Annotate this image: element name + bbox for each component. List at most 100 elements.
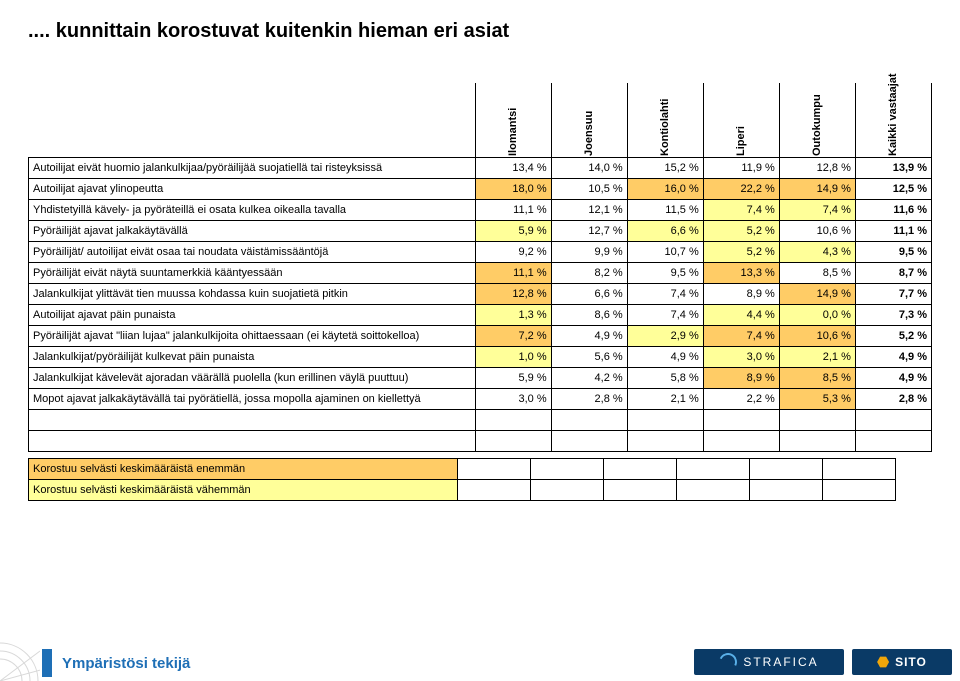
- brand-stripe: [42, 649, 52, 677]
- row-label: Autoilijat ajavat ylinopeutta: [29, 179, 476, 200]
- sito-hex-icon: [877, 656, 889, 668]
- spacer-row: [29, 410, 932, 431]
- legend-table: Korostuu selvästi keskimääräistä enemmän…: [28, 458, 896, 501]
- col-ilomantsi: Ilomantsi: [475, 83, 551, 158]
- table-row: Pyöräilijät/ autoilijat eivät osaa tai n…: [29, 242, 932, 263]
- strafica-text: STRAFICA: [743, 655, 818, 669]
- cell-value: 7,4 %: [627, 284, 703, 305]
- cell-value: 13,3 %: [703, 263, 779, 284]
- row-label: Mopot ajavat jalkakäytävällä tai pyöräti…: [29, 389, 476, 410]
- cell-value: 5,2 %: [855, 326, 931, 347]
- footer-tagline: Ympäristösi tekijä: [62, 655, 190, 672]
- cell-value: 12,8 %: [779, 158, 855, 179]
- cell-value: 9,2 %: [475, 242, 551, 263]
- row-label: Yhdistetyillä kävely- ja pyöräteillä ei …: [29, 200, 476, 221]
- cell-value: 7,4 %: [703, 326, 779, 347]
- cell-value: 4,9 %: [855, 368, 931, 389]
- col-outokumpu: Outokumpu: [779, 83, 855, 158]
- cell-value: 14,0 %: [551, 158, 627, 179]
- cell-value: 4,3 %: [779, 242, 855, 263]
- cell-value: 14,9 %: [779, 284, 855, 305]
- cell-value: 8,9 %: [703, 284, 779, 305]
- cell-value: 9,5 %: [627, 263, 703, 284]
- cell-value: 5,6 %: [551, 347, 627, 368]
- cell-value: 12,5 %: [855, 179, 931, 200]
- table-row: Mopot ajavat jalkakäytävällä tai pyöräti…: [29, 389, 932, 410]
- cell-value: 8,2 %: [551, 263, 627, 284]
- cell-value: 10,6 %: [779, 326, 855, 347]
- cell-value: 12,1 %: [551, 200, 627, 221]
- cell-value: 8,6 %: [551, 305, 627, 326]
- cell-value: 5,9 %: [475, 368, 551, 389]
- cell-value: 2,8 %: [855, 389, 931, 410]
- cell-value: 3,0 %: [475, 389, 551, 410]
- cell-value: 4,2 %: [551, 368, 627, 389]
- cell-value: 7,4 %: [779, 200, 855, 221]
- cell-value: 15,2 %: [627, 158, 703, 179]
- globe-icon: [0, 641, 40, 681]
- cell-value: 11,5 %: [627, 200, 703, 221]
- row-label: Autoilijat ajavat päin punaista: [29, 305, 476, 326]
- row-label: Pyöräilijät/ autoilijat eivät osaa tai n…: [29, 242, 476, 263]
- cell-value: 0,0 %: [779, 305, 855, 326]
- cell-value: 5,2 %: [703, 221, 779, 242]
- footer-bar: Ympäristösi tekijä STRAFICA SITO: [0, 641, 960, 681]
- cell-value: 12,7 %: [551, 221, 627, 242]
- cell-value: 7,2 %: [475, 326, 551, 347]
- cell-value: 9,9 %: [551, 242, 627, 263]
- cell-value: 8,5 %: [779, 263, 855, 284]
- cell-value: 3,0 %: [703, 347, 779, 368]
- legend-less-row: Korostuu selvästi keskimääräistä vähemmä…: [29, 480, 896, 501]
- cell-value: 8,9 %: [703, 368, 779, 389]
- header-row: Ilomantsi Joensuu Kontiolahti Liperi Out…: [29, 83, 932, 158]
- cell-value: 9,5 %: [855, 242, 931, 263]
- table-row: Jalankulkijat ylittävät tien muussa kohd…: [29, 284, 932, 305]
- cell-value: 11,1 %: [475, 200, 551, 221]
- cell-value: 6,6 %: [627, 221, 703, 242]
- cell-value: 4,9 %: [627, 347, 703, 368]
- row-label: Autoilijat eivät huomio jalankulkijaa/py…: [29, 158, 476, 179]
- spacer-row: [29, 431, 932, 452]
- legend-more-label: Korostuu selvästi keskimääräistä enemmän: [29, 459, 458, 480]
- cell-value: 4,9 %: [855, 347, 931, 368]
- data-table: Ilomantsi Joensuu Kontiolahti Liperi Out…: [28, 83, 932, 452]
- cell-value: 11,1 %: [855, 221, 931, 242]
- row-label: Jalankulkijat/pyöräilijät kulkevat päin …: [29, 347, 476, 368]
- table-row: Pyöräilijät ajavat "liian lujaa" jalanku…: [29, 326, 932, 347]
- cell-value: 2,1 %: [627, 389, 703, 410]
- cell-value: 2,2 %: [703, 389, 779, 410]
- row-label: Jalankulkijat ylittävät tien muussa kohd…: [29, 284, 476, 305]
- cell-value: 6,6 %: [551, 284, 627, 305]
- table-row: Jalankulkijat kävelevät ajoradan vääräll…: [29, 368, 932, 389]
- table-row: Autoilijat ajavat ylinopeutta18,0 %10,5 …: [29, 179, 932, 200]
- col-kontiolahti: Kontiolahti: [627, 83, 703, 158]
- cell-value: 2,1 %: [779, 347, 855, 368]
- logo-sito: SITO: [852, 649, 952, 675]
- table-row: Yhdistetyillä kävely- ja pyöräteillä ei …: [29, 200, 932, 221]
- table-row: Jalankulkijat/pyöräilijät kulkevat päin …: [29, 347, 932, 368]
- table-row: Pyöräilijät eivät näytä suuntamerkkiä kä…: [29, 263, 932, 284]
- cell-value: 11,1 %: [475, 263, 551, 284]
- cell-value: 7,7 %: [855, 284, 931, 305]
- table-row: Autoilijat ajavat päin punaista1,3 %8,6 …: [29, 305, 932, 326]
- table-row: Pyöräilijät ajavat jalkakäytävällä5,9 %1…: [29, 221, 932, 242]
- cell-value: 4,4 %: [703, 305, 779, 326]
- cell-value: 7,3 %: [855, 305, 931, 326]
- cell-value: 8,5 %: [779, 368, 855, 389]
- logo-strafica: STRAFICA: [694, 649, 844, 675]
- cell-value: 10,7 %: [627, 242, 703, 263]
- legend-more-row: Korostuu selvästi keskimääräistä enemmän: [29, 459, 896, 480]
- cell-value: 7,4 %: [703, 200, 779, 221]
- cell-value: 1,3 %: [475, 305, 551, 326]
- row-label: Pyöräilijät ajavat jalkakäytävällä: [29, 221, 476, 242]
- cell-value: 10,5 %: [551, 179, 627, 200]
- cell-value: 14,9 %: [779, 179, 855, 200]
- header-empty: [29, 83, 476, 158]
- cell-value: 18,0 %: [475, 179, 551, 200]
- cell-value: 11,9 %: [703, 158, 779, 179]
- col-liperi: Liperi: [703, 83, 779, 158]
- cell-value: 13,9 %: [855, 158, 931, 179]
- strafica-ring-icon: [717, 650, 740, 673]
- row-label: Pyöräilijät ajavat "liian lujaa" jalanku…: [29, 326, 476, 347]
- cell-value: 4,9 %: [551, 326, 627, 347]
